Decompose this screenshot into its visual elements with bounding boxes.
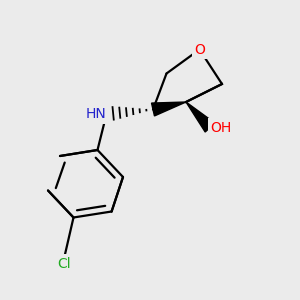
- Polygon shape: [152, 102, 186, 116]
- Text: Cl: Cl: [58, 256, 71, 271]
- Polygon shape: [186, 102, 215, 132]
- Text: HN: HN: [86, 107, 106, 121]
- Text: O: O: [194, 43, 205, 56]
- Text: OH: OH: [210, 121, 231, 134]
